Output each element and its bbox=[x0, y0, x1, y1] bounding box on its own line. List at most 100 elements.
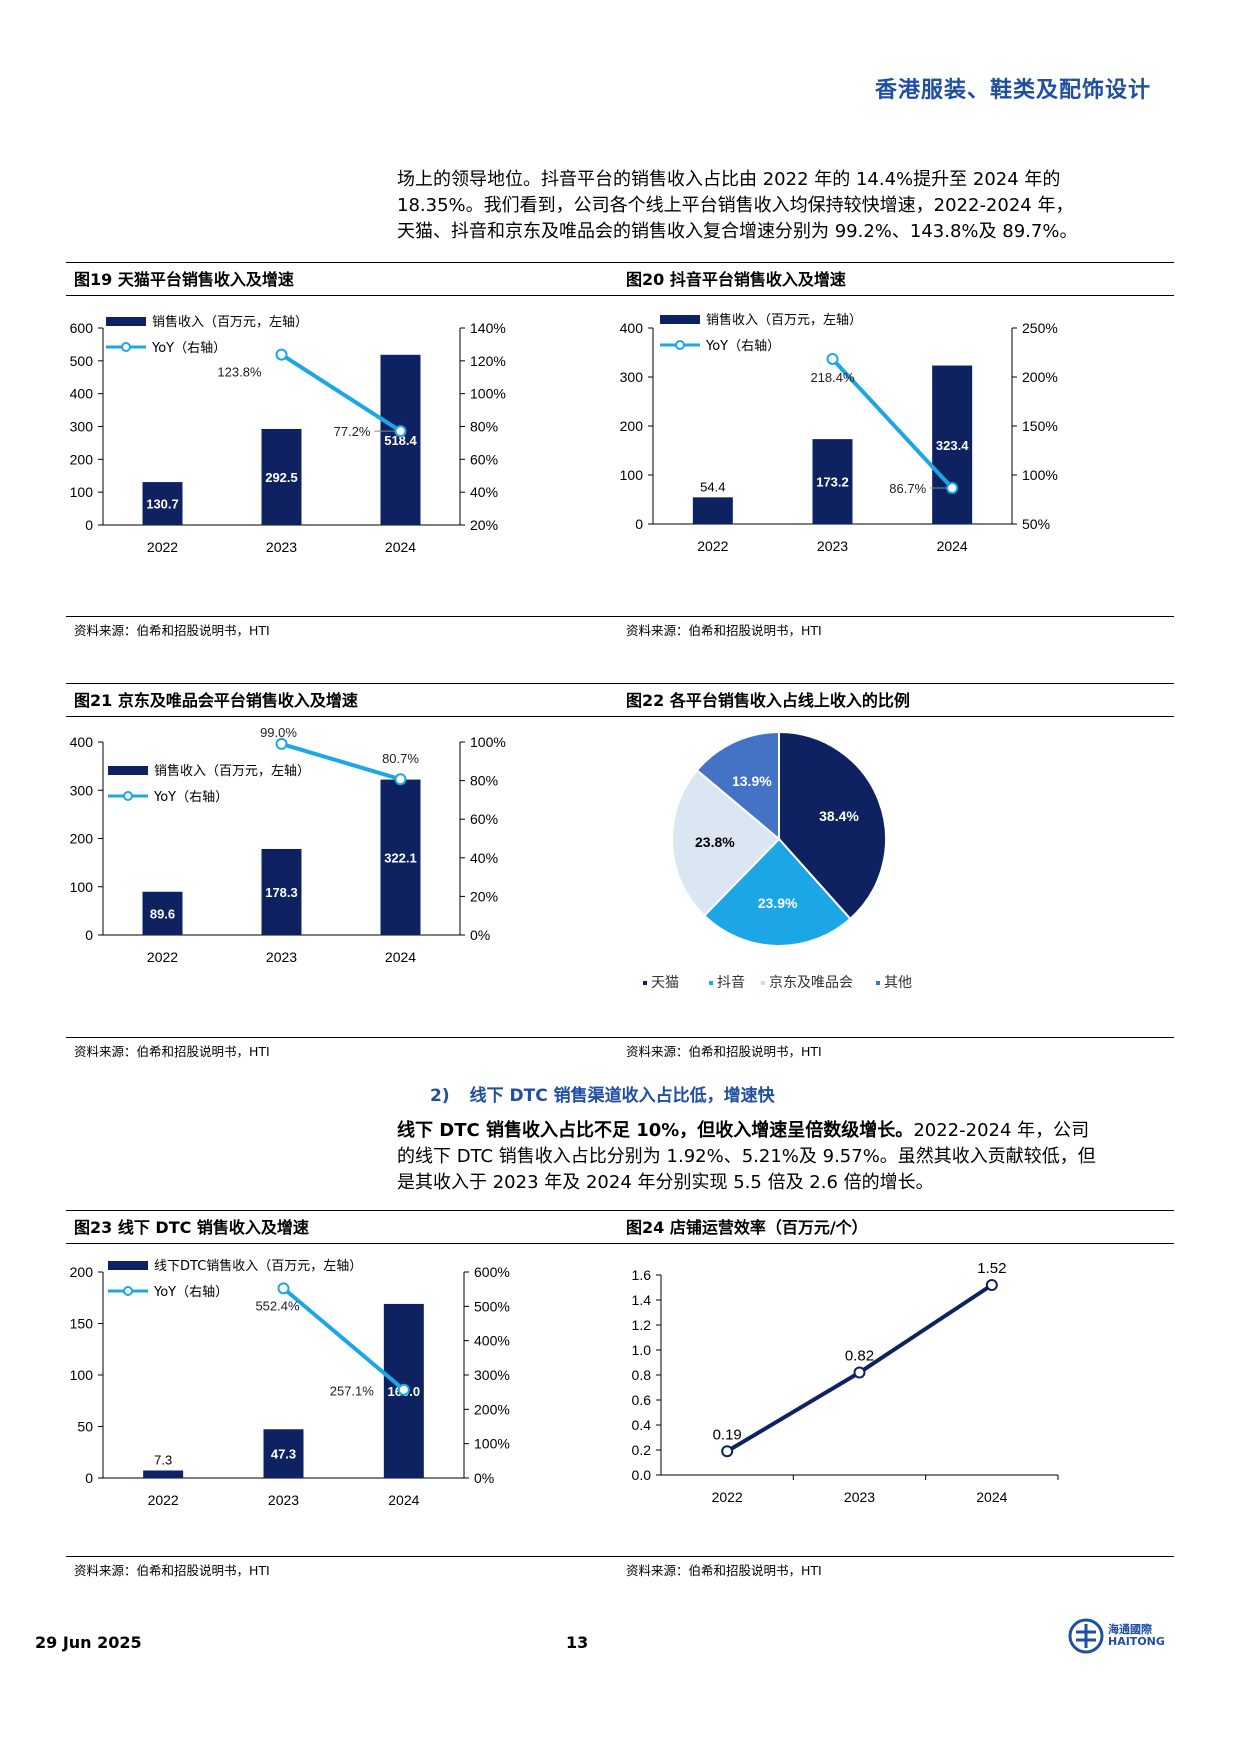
legend-line-marker bbox=[121, 342, 131, 352]
bar-data-label: 47.3 bbox=[271, 1447, 296, 1462]
yoy-data-label: 99.0% bbox=[260, 725, 297, 740]
y-left-tick-label: 100 bbox=[620, 467, 644, 483]
section2-line: 是其收入于 2023 年及 2024 年分别实现 5.5 倍及 2.6 倍的增长… bbox=[397, 1172, 934, 1193]
y-right-tick-label: 100% bbox=[470, 734, 506, 750]
logo-text-cn: 海通國際 bbox=[1108, 1623, 1152, 1636]
y-left-tick-label: 400 bbox=[70, 734, 94, 750]
legend-line-label: YoY（右轴） bbox=[153, 1285, 228, 1300]
yoy-data-label: 552.4% bbox=[255, 1298, 300, 1313]
y-left-tick-label: 100 bbox=[70, 879, 94, 895]
pie-legend-swatch bbox=[643, 981, 647, 985]
figure-title: 图22 各平台销售收入占线上收入的比例 bbox=[618, 683, 1174, 717]
x-tick-label: 2022 bbox=[148, 1492, 179, 1508]
x-tick-label: 2023 bbox=[817, 538, 848, 554]
y-right-tick-label: 150% bbox=[1022, 418, 1058, 434]
bar-data-label: 323.4 bbox=[936, 438, 969, 453]
bar-data-label: 518.4 bbox=[384, 433, 417, 448]
y-right-tick-label: 0% bbox=[474, 1470, 494, 1486]
y-right-tick-label: 200% bbox=[474, 1401, 510, 1417]
y-right-tick-label: 60% bbox=[470, 451, 498, 467]
y-left-tick-label: 500 bbox=[70, 353, 94, 369]
legend-bar-swatch bbox=[108, 766, 148, 775]
y-right-tick-label: 50% bbox=[1022, 516, 1050, 532]
yoy-data-label: 80.7% bbox=[382, 751, 419, 766]
logo-text-en: HAITONG bbox=[1108, 1635, 1165, 1648]
figure-source: 资料来源：伯希和招股说明书，HTI bbox=[618, 1037, 1174, 1066]
figure-source: 资料来源：伯希和招股说明书，HTI bbox=[66, 616, 622, 645]
yoy-marker bbox=[277, 1282, 290, 1295]
yoy-marker bbox=[275, 348, 288, 361]
x-tick-label: 2024 bbox=[937, 538, 968, 554]
legend-bar-swatch bbox=[660, 315, 700, 324]
figure-title: 图24 店铺运营效率（百万元/个） bbox=[618, 1210, 1174, 1244]
section-heading-text: 线下 DTC 销售渠道收入占比低，增速快 bbox=[469, 1086, 775, 1106]
legend-bar-label: 线下DTC销售收入（百万元，左轴） bbox=[154, 1258, 362, 1274]
bar bbox=[263, 1429, 304, 1478]
y-right-tick-label: 100% bbox=[470, 386, 506, 402]
y-left-tick-label: 0 bbox=[85, 517, 93, 533]
pie-data-label: 38.4% bbox=[819, 808, 859, 824]
legend-line-marker bbox=[123, 791, 133, 801]
y-right-tick-label: 80% bbox=[470, 419, 498, 435]
x-tick-label: 2024 bbox=[385, 949, 416, 965]
yoy-line bbox=[831, 357, 954, 490]
y-right-tick-label: 250% bbox=[1022, 320, 1058, 336]
x-tick-label: 2023 bbox=[268, 1492, 299, 1508]
chart-23-svg: 0 50 100 150 200 0% 100% 200% 300% 400% 500% 600% 20… bbox=[70, 1258, 510, 1508]
y-tick-label: 0.6 bbox=[632, 1392, 652, 1408]
pie-legend-swatch bbox=[876, 981, 880, 985]
y-right-tick-label: 600% bbox=[474, 1264, 510, 1280]
y-right-tick-label: 40% bbox=[470, 484, 498, 500]
y-left-tick-label: 200 bbox=[620, 418, 644, 434]
y-left-tick-label: 200 bbox=[70, 451, 94, 467]
figure-21: 图21 京东及唯品会平台销售收入及增速 0 100 200 300 400 0% 20% 40… bbox=[66, 683, 622, 1066]
legend-bar-swatch bbox=[108, 1261, 148, 1270]
y-right-tick-label: 300% bbox=[474, 1367, 510, 1383]
y-right-tick-label: 20% bbox=[470, 517, 498, 533]
pie-slice bbox=[695, 730, 780, 842]
y-right-tick-label: 400% bbox=[474, 1333, 510, 1349]
x-tick-label: 2022 bbox=[697, 538, 728, 554]
y-left-tick-label: 0 bbox=[85, 1470, 93, 1486]
legend-bar-label: 销售收入（百万元，左轴） bbox=[152, 314, 308, 330]
report-header-title: 香港服装、鞋类及配饰设计 bbox=[874, 78, 1151, 103]
chart-24-svg: 0.0 0.2 0.4 0.6 0.8 1.0 1.2 1.4 1.6 2022 2023 2024 0… bbox=[632, 1260, 1059, 1505]
figure-20: 图20 抖音平台销售收入及增速 0 100 200 300 400 50% 100% 150%… bbox=[618, 262, 1174, 645]
legend-bar-label: 销售收入（百万元，左轴） bbox=[154, 763, 310, 779]
y-right-tick-label: 20% bbox=[470, 888, 498, 904]
legend-line-label: YoY（右轴） bbox=[151, 341, 226, 356]
chart-20-svg: 0 100 200 300 400 50% 100% 150% 200% 250% 2022 2023… bbox=[620, 312, 1058, 554]
y-left-tick-label: 400 bbox=[620, 320, 644, 336]
legend-line-marker bbox=[675, 340, 685, 350]
x-tick-label: 2022 bbox=[712, 1489, 743, 1505]
bar bbox=[380, 354, 421, 525]
pie-legend-label: 抖音 bbox=[717, 974, 745, 991]
pie-legend-label: 天猫 bbox=[651, 975, 679, 991]
y-right-tick-label: 120% bbox=[470, 353, 506, 369]
x-tick-label: 2023 bbox=[266, 539, 297, 555]
y-left-tick-label: 300 bbox=[70, 782, 94, 798]
bar-data-label: 54.4 bbox=[700, 479, 725, 494]
y-left-tick-label: 50 bbox=[77, 1419, 93, 1435]
intro-line: 场上的领导地位。抖音平台的销售收入占比由 2022 年的 14.4%提升至 20… bbox=[397, 169, 1061, 190]
section2-line: 的线下 DTC 销售收入占比分别为 1.92%、5.21%及 9.57%。虽然其… bbox=[397, 1146, 1096, 1167]
y-tick-label: 1.0 bbox=[632, 1342, 652, 1358]
pie-legend-label: 其他 bbox=[884, 975, 912, 991]
pie-slice bbox=[778, 730, 887, 921]
figure-22: 图22 各平台销售收入占线上收入的比例 38.4% 23.9% 23.8% 13.9%… bbox=[618, 683, 1174, 1066]
pie-slice bbox=[671, 768, 781, 918]
pie-legend-label: 京东及唯品会 bbox=[769, 975, 853, 991]
bar bbox=[261, 848, 302, 935]
x-tick-label: 2023 bbox=[266, 949, 297, 965]
chart-21-svg: 0 100 200 300 400 0% 20% 40% 60% 80% 100% 2022 2023 2… bbox=[70, 725, 506, 965]
intro-line: 天猫、抖音和京东及唯品会的销售收入复合增速分别为 99.2%、143.8%及 8… bbox=[397, 221, 1078, 242]
y-right-tick-label: 0% bbox=[470, 927, 490, 943]
efficiency-marker bbox=[721, 1445, 734, 1458]
y-right-tick-label: 200% bbox=[1022, 369, 1058, 385]
y-left-tick-label: 200 bbox=[70, 831, 94, 847]
y-left-tick-label: 300 bbox=[70, 419, 94, 435]
yoy-data-label: 257.1% bbox=[330, 1384, 375, 1399]
figure-source: 资料来源：伯希和招股说明书，HTI bbox=[618, 616, 1174, 645]
haitong-logo-icon bbox=[1068, 1618, 1104, 1654]
figure-source: 资料来源：伯希和招股说明书，HTI bbox=[66, 1556, 622, 1585]
